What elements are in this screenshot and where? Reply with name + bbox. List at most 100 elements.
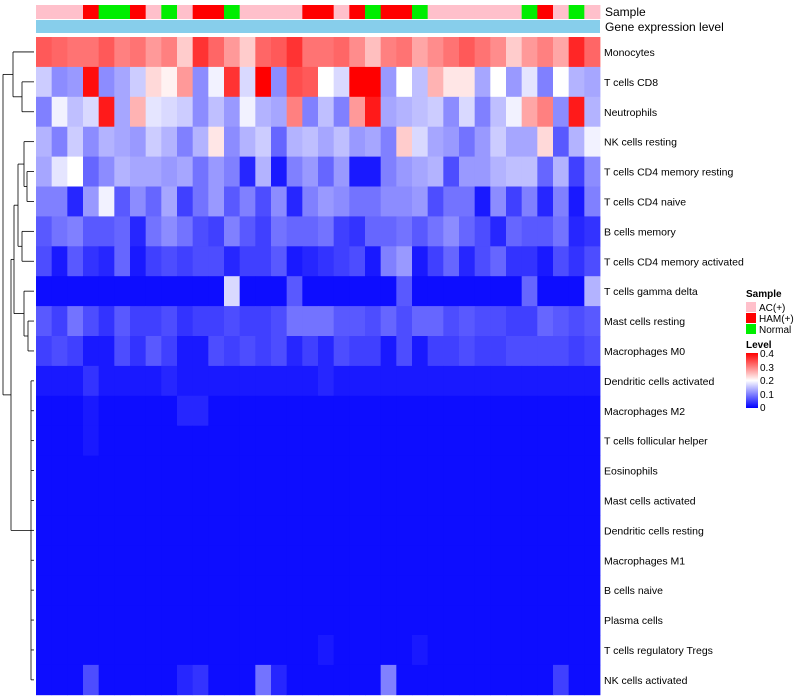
heatmap-cell (51, 365, 68, 397)
heatmap-cell (349, 216, 366, 247)
heatmap-cell (427, 515, 444, 546)
heatmap-cell (396, 635, 413, 666)
heatmap-cell (349, 455, 366, 486)
heatmap-cell (412, 156, 429, 187)
heatmap-cell (208, 455, 225, 486)
heatmap-cell (286, 425, 303, 456)
heatmap-cell (98, 156, 115, 187)
heatmap-cell (568, 156, 585, 187)
sample-annotation-cell (333, 5, 350, 19)
heatmap-cell (51, 485, 68, 516)
heatmap-cell (239, 545, 256, 576)
level-tick-0: 0 (760, 403, 766, 414)
heatmap-cell (98, 96, 115, 128)
heatmap-cell (584, 605, 601, 636)
heatmap-cell (568, 485, 585, 516)
heatmap-cell (380, 336, 397, 367)
heatmap-cell (584, 216, 601, 247)
heatmap-cell (521, 575, 538, 606)
row-label: B cells memory (604, 226, 677, 238)
heatmap-cell (318, 575, 335, 606)
heatmap-cell (318, 395, 335, 427)
heatmap-cell (584, 455, 601, 486)
heatmap-cell (130, 276, 147, 307)
heatmap-cell (537, 276, 554, 307)
heatmap-cell (365, 126, 382, 157)
heatmap-cell (83, 485, 100, 516)
heatmap-cell (427, 575, 444, 606)
heatmap-cell (271, 37, 288, 68)
heatmap-cell (568, 306, 585, 337)
heatmap-cell (130, 306, 147, 337)
heatmap-cell (365, 664, 382, 696)
heatmap-cell (83, 664, 100, 696)
heatmap-cell (412, 276, 429, 307)
heatmap-cell (286, 336, 303, 367)
heatmap-cell (302, 37, 319, 68)
heatmap-cell (51, 37, 68, 68)
heatmap-cell (98, 66, 115, 98)
heatmap-cell (208, 37, 225, 68)
heatmap-cell (239, 37, 256, 68)
heatmap-cell (114, 37, 131, 68)
heatmap-cell (318, 276, 335, 307)
heatmap-cell (584, 37, 601, 68)
heatmap-cell (130, 395, 147, 427)
heatmap-cell (302, 605, 319, 636)
heatmap-cell (161, 246, 178, 277)
heatmap-cell (380, 455, 397, 486)
heatmap-cell (36, 336, 53, 367)
heatmap-cell (239, 306, 256, 337)
heatmap-cell (192, 156, 209, 187)
level-tick-0.2: 0.2 (760, 376, 774, 387)
heatmap-cell (192, 126, 209, 157)
heatmap-cell (224, 545, 241, 576)
heatmap-cell (349, 515, 366, 546)
heatmap-cell (286, 515, 303, 546)
row-label: B cells naive (604, 585, 663, 597)
heatmap-cell (584, 246, 601, 277)
heatmap-cell (333, 96, 350, 128)
heatmap-cell (67, 455, 84, 486)
heatmap-cell (98, 37, 115, 68)
heatmap-cell (506, 365, 523, 397)
heatmap-cell (474, 425, 491, 456)
heatmap-cell (255, 156, 272, 187)
heatmap-cell (145, 575, 162, 606)
heatmap-cell (161, 605, 178, 636)
heatmap-cell (396, 216, 413, 247)
heatmap-cell (161, 485, 178, 516)
heatmap-cell (443, 455, 460, 486)
heatmap-cell (36, 96, 53, 128)
heatmap-cell (130, 485, 147, 516)
heatmap-cell (584, 276, 601, 307)
heatmap-cell (145, 186, 162, 217)
heatmap-cell (443, 126, 460, 157)
heatmap-cell (365, 515, 382, 546)
heatmap-cell (365, 246, 382, 277)
heatmap-cell (443, 96, 460, 128)
heatmap-cell (302, 246, 319, 277)
heatmap-cell (302, 395, 319, 427)
heatmap-cell (302, 664, 319, 696)
heatmap-cell (506, 37, 523, 68)
heatmap-cell (130, 425, 147, 456)
heatmap-cell (161, 216, 178, 247)
heatmap-cell (224, 664, 241, 696)
heatmap-cell (443, 216, 460, 247)
heatmap-cell (145, 96, 162, 128)
heatmap-cell (255, 545, 272, 576)
heatmap-cell (177, 306, 194, 337)
row-label: T cells regulatory Tregs (604, 645, 713, 657)
heatmap-cell (318, 605, 335, 636)
heatmap-cell (537, 485, 554, 516)
heatmap-cell (333, 156, 350, 187)
heatmap-cell (67, 37, 84, 68)
heatmap-cell (271, 306, 288, 337)
heatmap-cell (318, 246, 335, 277)
heatmap-cell (474, 664, 491, 696)
heatmap-cell (318, 156, 335, 187)
heatmap-cell (521, 664, 538, 696)
heatmap-cell (584, 515, 601, 546)
heatmap-cell (443, 246, 460, 277)
